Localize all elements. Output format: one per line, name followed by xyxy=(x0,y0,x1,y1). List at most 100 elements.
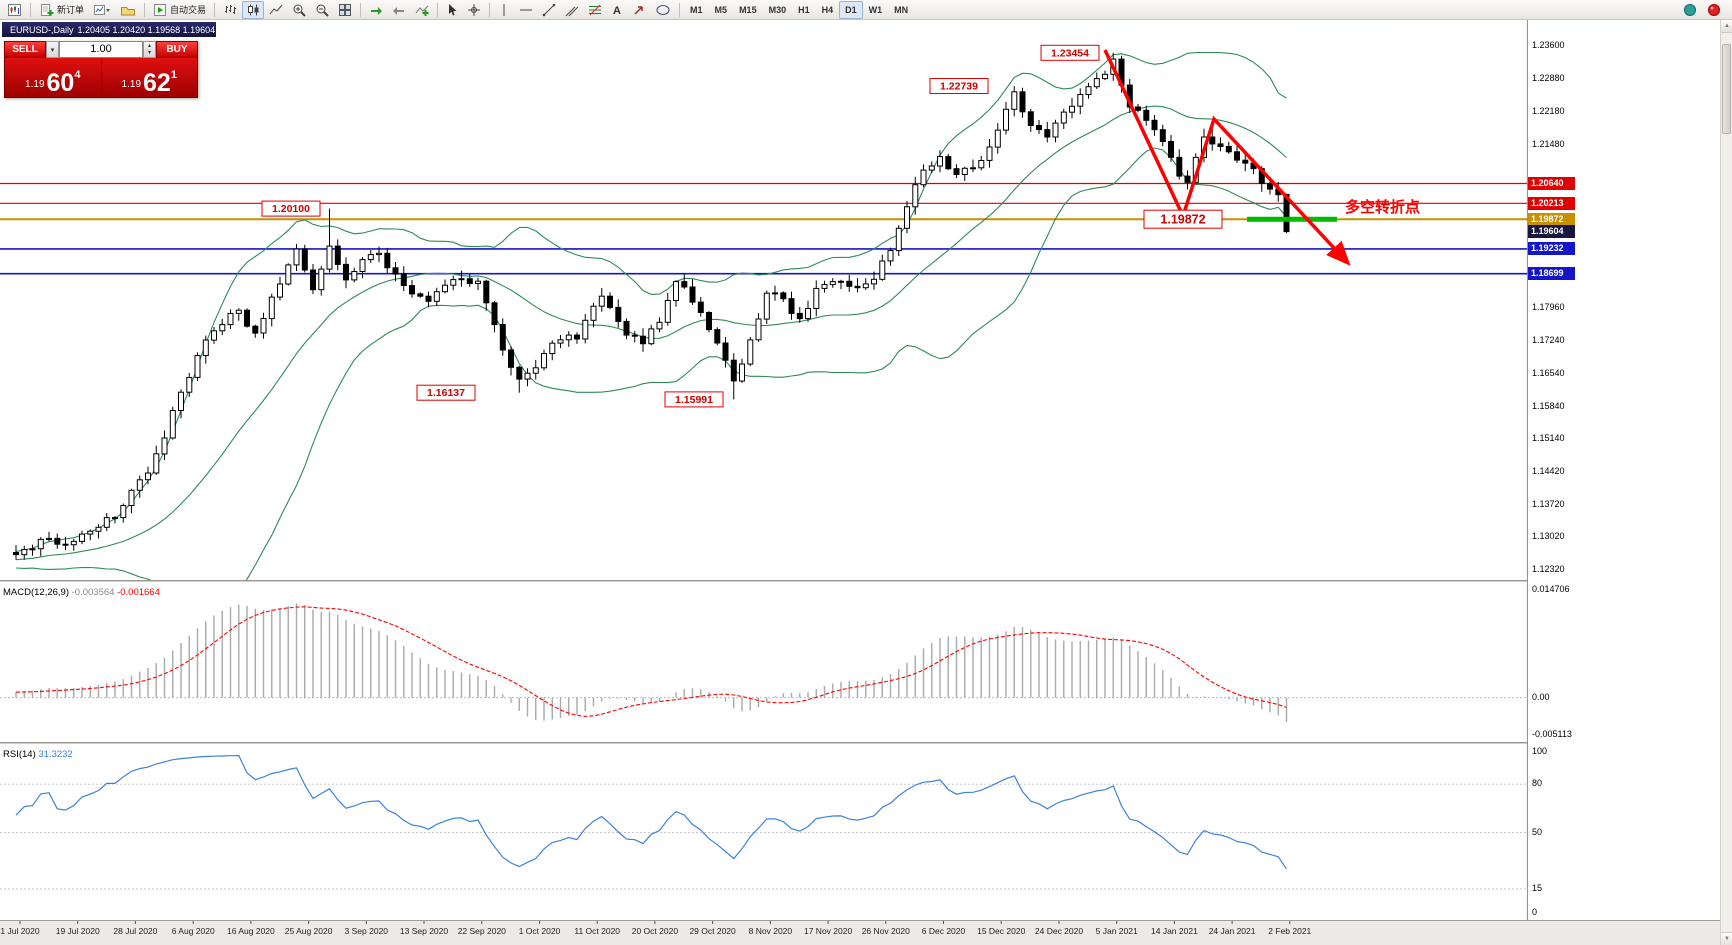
price-annotation-text: 1.23454 xyxy=(1051,47,1089,59)
scroll-down-button[interactable]: ▼ xyxy=(1721,932,1732,945)
trendline-tool-button[interactable] xyxy=(538,1,560,19)
price-axis-red-label: 1.20640 xyxy=(1528,177,1575,190)
zoom-out-button[interactable] xyxy=(311,1,333,19)
price-annotation-box[interactable] xyxy=(1143,209,1223,229)
auto-trading-icon xyxy=(154,3,167,16)
arrows-tool-button[interactable] xyxy=(628,1,650,19)
price-axis-label: 1.17240 xyxy=(1532,335,1565,346)
lot-increase-icon[interactable]: ▴ xyxy=(147,42,151,49)
line-chart-type-button[interactable] xyxy=(265,1,287,19)
arrows-tool-icon xyxy=(634,5,643,15)
timeframe-m30-button[interactable]: M30 xyxy=(768,4,787,15)
auto-trading-button[interactable]: 自动交易 xyxy=(149,1,210,19)
price-axis-label: 1.21480 xyxy=(1532,138,1565,149)
cursor-tool-button[interactable] xyxy=(442,1,462,19)
price-annotation-box[interactable] xyxy=(1040,44,1100,61)
red-ball-icon xyxy=(1708,3,1720,16)
auto-trading-label: 自动交易 xyxy=(170,5,207,15)
chart-list-icon xyxy=(94,4,111,15)
new-order-button[interactable]: 新订单 xyxy=(35,1,88,19)
chart-window-button[interactable] xyxy=(3,1,26,19)
rsi-axis-label: 15 xyxy=(1532,882,1543,893)
chart-canvas[interactable]: 多空转折点 1.23454 1.22739 1.20100 1.19872 1.16137… xyxy=(0,20,1528,945)
toolbar-separator xyxy=(214,2,216,17)
tile-windows-icon xyxy=(339,3,352,16)
fibonacci-tool-button[interactable] xyxy=(584,1,606,19)
indicators-button[interactable] xyxy=(411,1,433,19)
timeframe-m1-button[interactable]: M1 xyxy=(690,4,703,15)
lot-stepper[interactable]: ▴ ▾ xyxy=(143,41,156,58)
timeframe-w1-button[interactable]: W1 xyxy=(868,4,883,15)
auto-scroll-button[interactable] xyxy=(365,1,387,19)
lot-size-input[interactable]: 1.00 xyxy=(59,41,143,58)
channel-icon xyxy=(565,6,579,16)
sell-button[interactable]: SELL xyxy=(4,41,46,58)
cursor-icon xyxy=(449,3,457,15)
status-red-button[interactable] xyxy=(1703,1,1725,19)
price-annotation-box[interactable] xyxy=(416,384,476,401)
lot-decrease-icon[interactable]: ▾ xyxy=(147,49,151,56)
macd-axis-label: -0.005113 xyxy=(1532,729,1572,739)
rsi-axis-label: 100 xyxy=(1532,746,1548,756)
note-text[interactable]: 多空转折点 xyxy=(1345,198,1420,216)
date-strip-right xyxy=(1528,920,1720,945)
horizontal-line-tool-button[interactable] xyxy=(515,1,537,19)
date-axis-label: 13 Sep 2020 xyxy=(400,926,448,936)
zoom-out-icon xyxy=(316,4,329,17)
chart-shift-button[interactable] xyxy=(388,1,410,19)
timeframe-d1-button[interactable]: D1 xyxy=(839,0,863,19)
order-type-dropdown[interactable]: ▾ xyxy=(46,41,59,58)
sell-price-sup: 4 xyxy=(74,69,81,81)
price-annotation-box[interactable] xyxy=(929,78,989,94)
price-annotation-text: 1.16137 xyxy=(427,387,465,399)
timeframe-h1-button[interactable]: H1 xyxy=(798,4,810,15)
indicators-icon xyxy=(415,5,429,16)
color-ball-icon xyxy=(1684,3,1696,16)
macd-axis-label: 0.00 xyxy=(1532,691,1550,702)
toolbar-right-icons xyxy=(1679,1,1729,19)
rsi-axis-label: 0 xyxy=(1532,907,1538,917)
price-axis-label: 1.23600 xyxy=(1532,40,1565,50)
date-axis-label: 26 Nov 2020 xyxy=(862,926,910,936)
timeframe-m5-button[interactable]: M5 xyxy=(714,4,728,15)
timeframe-m15-button[interactable]: M15 xyxy=(739,4,757,15)
trade-panel-divider xyxy=(100,58,102,97)
price-annotation-box[interactable] xyxy=(261,200,321,217)
tile-windows-button[interactable] xyxy=(334,1,356,19)
scrollbar-thumb[interactable] xyxy=(1722,44,1731,134)
toolbar-separator xyxy=(437,2,439,17)
color-ball-button[interactable] xyxy=(1679,1,1701,19)
candlestick-chart-icon xyxy=(248,4,259,15)
chart-window-tab[interactable]: EURUSD-,Daily 1.20405 1.20420 1.19568 1.… xyxy=(2,22,216,37)
crosshair-tool-button[interactable] xyxy=(463,1,485,19)
sell-price[interactable]: 1.19 60 4 xyxy=(5,58,101,97)
date-axis-label: 15 Dec 2020 xyxy=(977,926,1025,936)
shapes-tool-button[interactable] xyxy=(651,1,675,19)
timeframe-h4-button[interactable]: H4 xyxy=(821,4,834,15)
profiles-button[interactable] xyxy=(116,1,140,19)
trendline-icon xyxy=(542,3,556,16)
trend-arrow[interactable] xyxy=(1103,49,1351,266)
buy-button[interactable]: BUY xyxy=(156,41,198,58)
date-axis-label: 29 Oct 2020 xyxy=(689,926,736,936)
vertical-line-tool-button[interactable] xyxy=(494,1,514,19)
channel-tool-button[interactable] xyxy=(561,1,583,19)
vertical-scrollbar[interactable]: ▲ ▼ xyxy=(1720,20,1732,945)
date-axis-label: 1 Jul 2020 xyxy=(0,926,39,936)
timeframe-mn-button[interactable]: MN xyxy=(894,4,909,15)
bar-chart-type-button[interactable] xyxy=(219,1,241,19)
buy-price[interactable]: 1.19 62 1 xyxy=(102,58,198,97)
buy-price-sup: 1 xyxy=(170,69,177,81)
chart-window-icon xyxy=(8,3,21,16)
text-tool-button[interactable]: A xyxy=(607,1,627,19)
price-axis-label: 1.14420 xyxy=(1532,466,1565,477)
new-order-label: 新订单 xyxy=(57,5,85,15)
chart-list-button[interactable] xyxy=(89,1,115,19)
toolbar-separator xyxy=(144,2,146,17)
candle-chart-type-button[interactable] xyxy=(242,0,265,19)
zoom-in-button[interactable] xyxy=(288,1,310,19)
horizontal-line-icon xyxy=(520,9,533,10)
price-annotation-box[interactable] xyxy=(664,391,724,408)
scroll-up-button[interactable]: ▲ xyxy=(1721,20,1732,33)
